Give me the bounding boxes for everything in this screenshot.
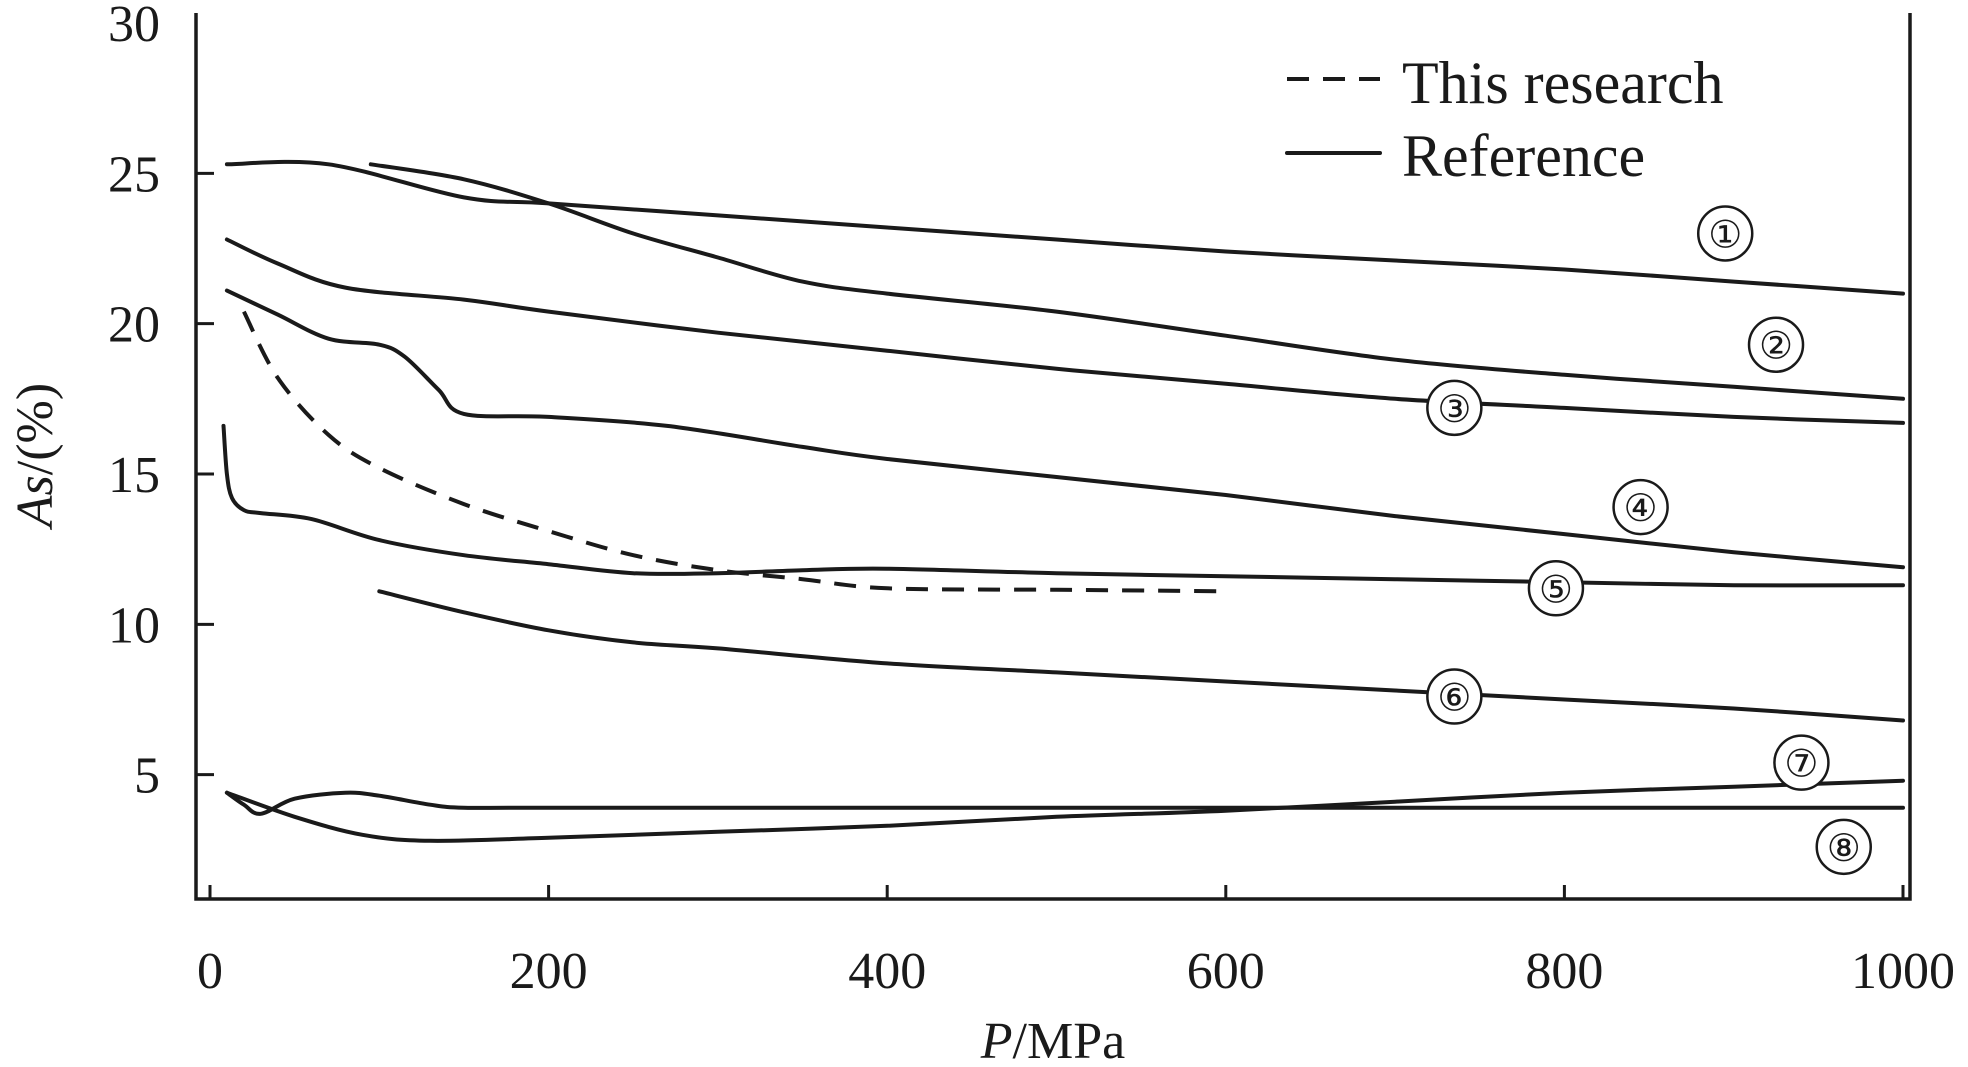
series-line-reference-6 bbox=[377, 589, 1905, 723]
series-line-reference-8 bbox=[224, 790, 1905, 816]
series-marker-label: ③ bbox=[1437, 389, 1471, 431]
axis-ticks: 0 200 400 600 800 1000 5 10 15 20 25 30 bbox=[108, 0, 1955, 1000]
series-line-reference-2 bbox=[368, 162, 1905, 401]
series-marker-label: ⑧ bbox=[1827, 828, 1861, 870]
series-marker-label: ① bbox=[1708, 214, 1742, 256]
series-line-reference-7 bbox=[224, 778, 1905, 843]
series-marker-circle bbox=[1747, 316, 1805, 373]
series-group bbox=[221, 159, 1905, 843]
series-marker-circle bbox=[1773, 734, 1830, 791]
x-tick-label: 0 bbox=[197, 943, 223, 1000]
y-tick-label: 25 bbox=[108, 146, 160, 203]
x-tick-label: 1000 bbox=[1851, 943, 1955, 1000]
series-line-reference-1 bbox=[224, 159, 1905, 296]
series-line-reference-4 bbox=[224, 288, 1905, 570]
series-line-reference-3 bbox=[224, 237, 1905, 425]
plot-area bbox=[194, 13, 1912, 901]
x-axis-title: P/MPa bbox=[980, 1013, 1125, 1067]
x-axis-title-unit: /MPa bbox=[1013, 1013, 1126, 1067]
series-line-this-research bbox=[242, 310, 1226, 594]
y-tick-label: 5 bbox=[134, 748, 160, 805]
x-tick-label: 400 bbox=[848, 943, 926, 1000]
series-marker-circle bbox=[1815, 818, 1872, 876]
series-marker-circle bbox=[1612, 478, 1669, 536]
y-tick-label: 30 bbox=[108, 0, 160, 53]
series-marker-label: ④ bbox=[1624, 488, 1658, 530]
y-tick-label: 15 bbox=[108, 447, 160, 504]
series-marker-circle bbox=[1527, 560, 1585, 617]
series-marker-circle bbox=[1426, 379, 1483, 437]
series-marker-label: ⑦ bbox=[1784, 744, 1818, 786]
legend-label-reference: Reference bbox=[1402, 123, 1645, 189]
legend-label-this-research: This research bbox=[1402, 50, 1724, 116]
y-axis-title-symbol: As bbox=[7, 475, 64, 530]
series-markers: ① ② ③ ④ ⑤ ⑥ ⑦⑧ bbox=[1426, 205, 1872, 876]
series-marker-label: ② bbox=[1759, 326, 1793, 368]
series-marker-label: ⑥ bbox=[1437, 677, 1471, 719]
y-tick-label: 10 bbox=[108, 597, 160, 654]
y-tick-label: 20 bbox=[108, 297, 160, 354]
x-tick-label: 200 bbox=[510, 943, 588, 1000]
y-axis-title: As/(%) bbox=[7, 383, 64, 530]
series-marker-label: ⑤ bbox=[1539, 569, 1573, 611]
x-axis-title-symbol: P bbox=[980, 1013, 1013, 1067]
legend: This research Reference bbox=[1285, 50, 1724, 189]
series-marker-circle bbox=[1696, 205, 1754, 262]
series-marker-circle bbox=[1426, 668, 1483, 725]
plot-frame bbox=[194, 13, 1912, 901]
y-axis-title-unit: /(%) bbox=[7, 383, 64, 475]
x-tick-label: 600 bbox=[1187, 943, 1265, 1000]
series-line-reference-5 bbox=[221, 423, 1905, 588]
x-tick-label: 800 bbox=[1525, 943, 1603, 1000]
